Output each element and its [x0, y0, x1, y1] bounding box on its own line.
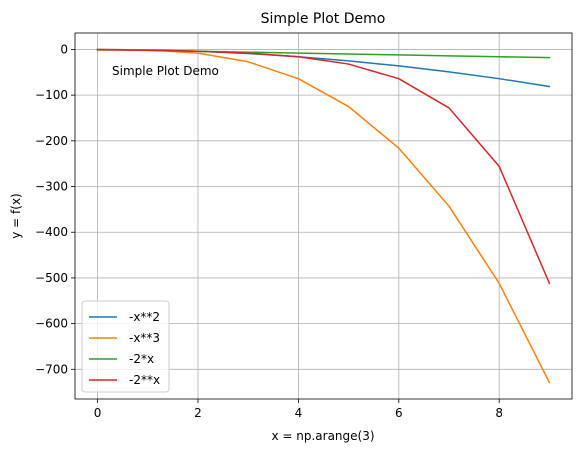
series-line-3 — [96, 49, 551, 285]
x-tick-label: 0 — [94, 406, 102, 420]
chart-title: Simple Plot Demo — [261, 11, 386, 27]
y-tick-label: 0 — [60, 42, 68, 56]
y-tick-label: −400 — [35, 225, 68, 239]
legend-label-3: -2**x — [129, 373, 160, 387]
x-tick-label: 4 — [295, 406, 303, 420]
legend-box — [81, 300, 170, 393]
y-tick-label: −700 — [35, 362, 68, 376]
y-axis-label: y = f(x) — [9, 193, 23, 238]
grid — [75, 33, 572, 399]
legend-label-2: -2*x — [129, 352, 154, 366]
x-tick-label: 6 — [395, 406, 403, 420]
y-axis: 0 −100 −200 −300 −400 −500 −600 −700 — [35, 42, 75, 376]
legend-label-1: -x**3 — [129, 331, 160, 345]
y-tick-label: −500 — [35, 271, 68, 285]
x-axis-label: x = np.arange(3) — [271, 429, 374, 443]
y-tick-label: −200 — [35, 134, 68, 148]
legend-label-0: -x**2 — [129, 310, 160, 324]
x-tick-label: 8 — [495, 406, 503, 420]
x-tick-label: 2 — [194, 406, 202, 420]
plot-frame — [74, 32, 573, 400]
legend: -x**2 -x**3 -2*x -2**x — [81, 300, 170, 393]
y-tick-label: −600 — [35, 317, 68, 331]
y-tick-label: −100 — [35, 88, 68, 102]
y-tick-label: −300 — [35, 180, 68, 194]
x-axis: 0 2 4 6 8 — [94, 399, 503, 420]
annotation-text: Simple Plot Demo — [112, 64, 219, 78]
series-group — [96, 48, 551, 384]
